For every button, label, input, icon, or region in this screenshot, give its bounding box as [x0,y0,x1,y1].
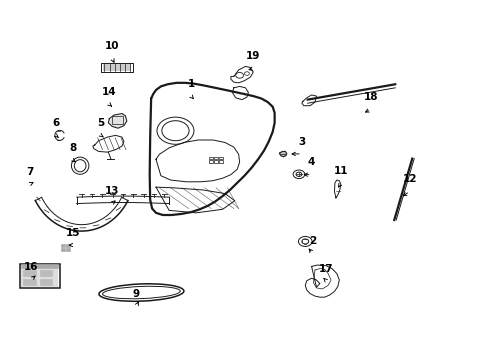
Text: 3: 3 [298,137,305,147]
Text: 9: 9 [133,289,140,298]
Text: 16: 16 [24,262,39,272]
Text: 8: 8 [70,143,77,153]
Bar [61,248,65,251]
Text: 6: 6 [52,118,60,128]
Text: 1: 1 [187,79,194,89]
Text: 4: 4 [307,157,315,167]
Polygon shape [108,113,126,128]
Bar [219,160,223,163]
Text: 18: 18 [363,92,377,102]
Bar [214,157,218,159]
Text: 10: 10 [105,41,119,51]
Text: 2: 2 [308,236,316,246]
Text: 5: 5 [97,118,104,128]
Bar [65,244,70,247]
Bar [214,160,218,163]
Text: 14: 14 [102,87,117,97]
Text: 11: 11 [333,166,347,176]
Bar [219,157,223,159]
Bar [40,279,52,285]
Bar [102,64,131,71]
Bar [20,264,60,288]
Bar [209,157,213,159]
Bar [112,116,122,123]
Polygon shape [279,152,286,157]
Bar [23,279,36,285]
Text: 17: 17 [318,264,333,274]
Bar [21,264,58,268]
Bar [40,270,52,276]
Text: 15: 15 [66,228,81,238]
Bar [101,63,132,72]
Text: 12: 12 [402,174,416,184]
Bar [21,265,58,287]
Bar [23,270,36,276]
Text: 13: 13 [105,186,119,196]
Text: 7: 7 [26,167,33,177]
Bar [65,248,70,251]
Bar [209,160,213,163]
Text: 19: 19 [245,51,260,62]
Bar [61,244,65,247]
